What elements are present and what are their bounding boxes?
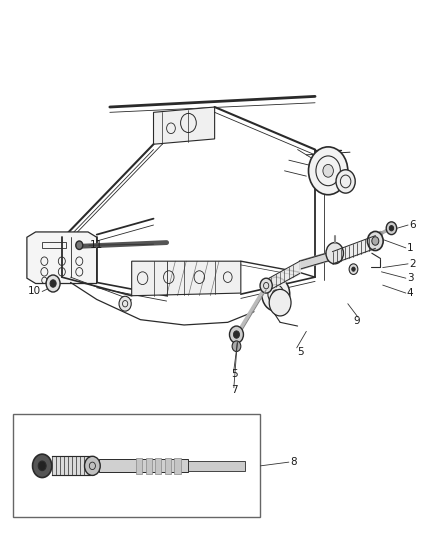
Text: 9: 9: [353, 316, 360, 326]
Text: 7: 7: [231, 385, 238, 395]
Circle shape: [372, 237, 379, 245]
Polygon shape: [27, 232, 97, 284]
Text: 10: 10: [28, 286, 41, 296]
Circle shape: [46, 275, 60, 292]
FancyBboxPatch shape: [13, 414, 260, 518]
Text: 11: 11: [90, 240, 103, 250]
Circle shape: [352, 267, 355, 271]
Circle shape: [269, 289, 291, 316]
Circle shape: [349, 264, 358, 274]
Circle shape: [336, 169, 355, 193]
Circle shape: [32, 454, 52, 478]
Circle shape: [326, 243, 343, 264]
Text: 5: 5: [297, 346, 304, 357]
Text: 3: 3: [407, 273, 413, 283]
FancyBboxPatch shape: [146, 458, 152, 474]
Text: 4: 4: [407, 288, 413, 298]
Circle shape: [85, 456, 100, 475]
Circle shape: [50, 280, 56, 287]
Polygon shape: [153, 107, 215, 144]
Circle shape: [389, 225, 394, 231]
Circle shape: [308, 147, 348, 195]
Text: 8: 8: [290, 457, 297, 467]
FancyBboxPatch shape: [174, 458, 180, 474]
Circle shape: [38, 461, 46, 471]
FancyBboxPatch shape: [188, 461, 245, 471]
Text: 1: 1: [407, 243, 413, 253]
FancyBboxPatch shape: [165, 458, 171, 474]
Circle shape: [262, 277, 290, 311]
Circle shape: [119, 296, 131, 311]
FancyBboxPatch shape: [99, 459, 188, 472]
Circle shape: [230, 326, 244, 343]
Circle shape: [272, 290, 279, 298]
FancyBboxPatch shape: [155, 458, 161, 474]
Circle shape: [232, 341, 241, 352]
Circle shape: [76, 241, 83, 249]
Text: 6: 6: [409, 220, 416, 230]
Polygon shape: [132, 261, 241, 296]
Circle shape: [260, 278, 272, 293]
Text: 5: 5: [231, 369, 238, 379]
FancyBboxPatch shape: [136, 458, 142, 474]
Circle shape: [323, 165, 333, 177]
Polygon shape: [300, 252, 332, 269]
Circle shape: [386, 222, 397, 235]
Circle shape: [233, 331, 240, 338]
Circle shape: [367, 231, 383, 251]
Text: 2: 2: [409, 259, 416, 269]
